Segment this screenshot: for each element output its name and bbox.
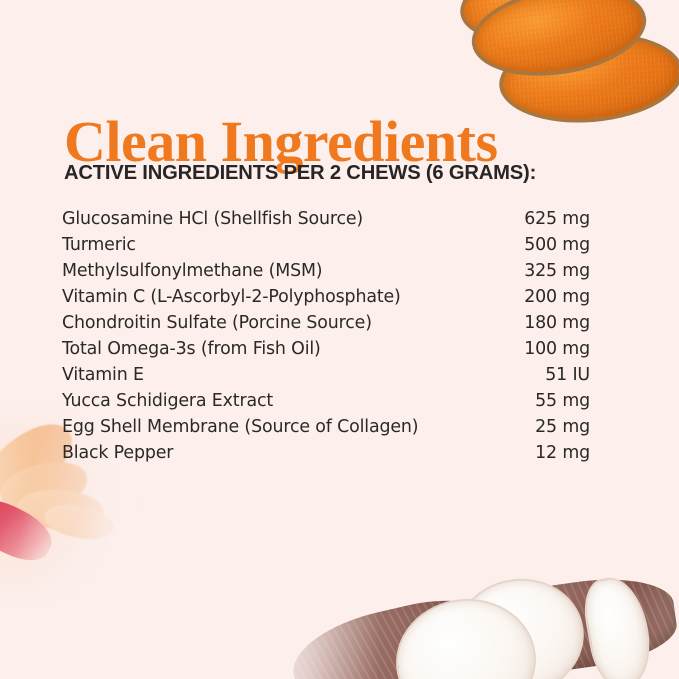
- turmeric-slice-front: [495, 26, 679, 130]
- table-row: Vitamin E 51 IU: [62, 362, 590, 388]
- turmeric-grain-texture: [475, 0, 643, 77]
- ingredient-name: Egg Shell Membrane (Source of Collagen): [62, 417, 419, 437]
- table-row: Vitamin C (L-Ascorbyl-2-Polyphosphate) 2…: [62, 284, 590, 310]
- ingredient-name: Methylsulfonylmethane (MSM): [62, 261, 323, 281]
- table-row: Chondroitin Sulfate (Porcine Source) 180…: [62, 310, 590, 336]
- yucca-fade-overlay: [270, 563, 679, 679]
- yucca-bark: [284, 586, 510, 679]
- ingredient-amount: 55 mg: [535, 391, 590, 411]
- section-subtitle: ACTIVE INGREDIENTS PER 2 CHEWS (6 GRAMS)…: [64, 161, 537, 184]
- ingredient-name: Black Pepper: [62, 443, 174, 463]
- yucca-root-image: [270, 563, 679, 679]
- ingredient-amount: 100 mg: [524, 339, 590, 359]
- turmeric-grain-texture: [505, 35, 677, 121]
- ingredient-name: Vitamin E: [62, 365, 144, 385]
- yucca-flesh-slice: [578, 572, 658, 679]
- ingredient-amount: 200 mg: [524, 287, 590, 307]
- table-row: Yucca Schidigera Extract 55 mg: [62, 388, 590, 414]
- shrimp-body-segment: [41, 499, 117, 545]
- table-row: Egg Shell Membrane (Source of Collagen) …: [62, 414, 590, 440]
- table-row: Black Pepper 12 mg: [62, 440, 590, 466]
- shrimp-tail: [0, 488, 60, 570]
- ingredient-name: Vitamin C (L-Ascorbyl-2-Polyphosphate): [62, 287, 401, 307]
- turmeric-grain-texture: [463, 0, 613, 43]
- table-row: Glucosamine HCl (Shellfish Source) 625 m…: [62, 206, 590, 232]
- ingredient-amount: 625 mg: [524, 209, 590, 229]
- yucca-flesh-slice: [444, 568, 594, 679]
- ingredient-amount: 500 mg: [524, 235, 590, 255]
- table-row: Total Omega-3s (from Fish Oil) 100 mg: [62, 336, 590, 362]
- ingredient-name: Yucca Schidigera Extract: [62, 391, 274, 411]
- table-row: Methylsulfonylmethane (MSM) 325 mg: [62, 258, 590, 284]
- ingredient-amount: 51 IU: [545, 365, 590, 385]
- ingredient-table: Glucosamine HCl (Shellfish Source) 625 m…: [62, 206, 590, 466]
- yucca-bark: [435, 568, 679, 679]
- ingredient-name: Chondroitin Sulfate (Porcine Source): [62, 313, 372, 333]
- shrimp-body-segment: [16, 485, 106, 535]
- ingredient-amount: 325 mg: [524, 261, 590, 281]
- ingredient-amount: 25 mg: [535, 417, 590, 437]
- ingredient-name: Turmeric: [62, 235, 136, 255]
- ingredient-amount: 12 mg: [535, 443, 590, 463]
- ingredient-name: Glucosamine HCl (Shellfish Source): [62, 209, 364, 229]
- yucca-flesh-slice: [389, 592, 543, 679]
- turmeric-slice-back: [452, 0, 624, 54]
- table-row: Turmeric 500 mg: [62, 232, 590, 258]
- page-title: Clean Ingredients: [64, 108, 498, 174]
- ingredient-name: Total Omega-3s (from Fish Oil): [62, 339, 321, 359]
- turmeric-slice-middle: [465, 0, 653, 88]
- ingredient-amount: 180 mg: [524, 313, 590, 333]
